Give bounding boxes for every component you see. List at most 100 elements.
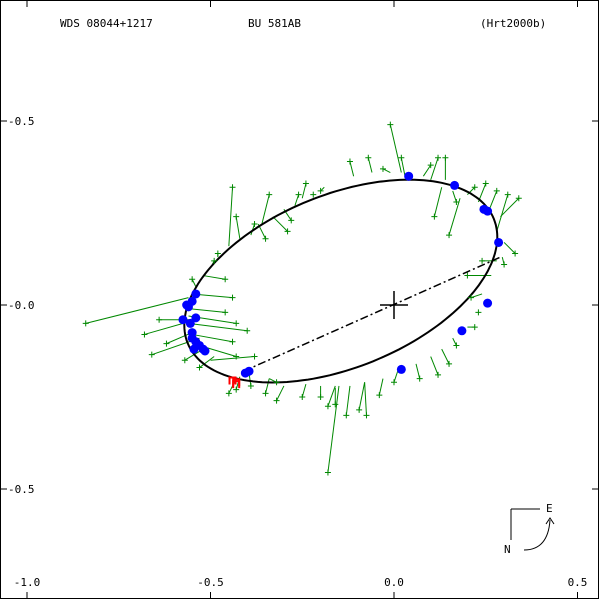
residual-line — [503, 242, 516, 254]
header-component: BU 581AB — [248, 17, 301, 30]
visual-observation-point — [416, 375, 423, 382]
residual-line — [364, 382, 367, 416]
visual-observation-point — [453, 342, 460, 349]
visual-observation-point — [295, 191, 302, 198]
visual-observation-point — [391, 379, 397, 386]
visual-observation-point — [515, 195, 522, 202]
visual-observation-point — [376, 392, 383, 399]
visual-observation-point — [431, 213, 438, 220]
visual-observation-point — [343, 412, 350, 419]
orbit — [183, 178, 501, 384]
visual-observation-point — [251, 221, 258, 228]
residual-line — [188, 322, 248, 332]
speckle-observation-point — [404, 171, 414, 181]
speckle-observation-point — [200, 346, 210, 356]
y-tick-label: -0.0 — [8, 299, 35, 312]
residual-lines — [85, 124, 520, 473]
visual-observation-point — [379, 165, 386, 172]
residual-line — [192, 333, 233, 343]
residual-line — [301, 183, 307, 199]
compass-east-label: E — [546, 502, 553, 515]
visual-observation-point — [317, 394, 324, 400]
visual-observation-point — [233, 320, 240, 327]
line-of-nodes — [243, 256, 501, 372]
visual-observation-point — [453, 198, 460, 205]
residual-line — [433, 187, 443, 217]
visual-observation-point — [482, 180, 489, 187]
visual-observation-point — [435, 154, 442, 161]
visual-observation-point — [82, 320, 89, 327]
visual-observation-point — [332, 401, 339, 408]
visual-observation-point — [365, 154, 372, 161]
residual-line — [496, 194, 509, 232]
primary-star-cross — [380, 291, 408, 319]
residual-line — [188, 308, 226, 313]
speckle-observation-point — [457, 326, 467, 336]
residual-line — [500, 197, 520, 218]
visual-observation-point — [446, 232, 453, 239]
visual-observation-point — [233, 386, 240, 393]
visual-observation-point — [222, 309, 229, 316]
residual-line — [358, 382, 366, 410]
visual-observation-point — [148, 351, 155, 358]
visual-observation-point — [211, 257, 218, 264]
visual-observation-point — [387, 121, 394, 128]
visual-observation-point — [273, 379, 280, 386]
speckle-observation-point — [189, 344, 199, 354]
compass-arrowhead — [545, 517, 555, 525]
y-tick-label: -0.5 — [8, 115, 35, 128]
visual-observation-point — [229, 338, 236, 345]
residual-line — [294, 194, 300, 206]
residual-line — [276, 385, 285, 401]
speckle-observation-point — [483, 206, 493, 216]
residual-line — [422, 164, 432, 177]
speckle-observation-point — [494, 237, 504, 247]
speckle-observation-point — [483, 298, 493, 308]
residual-line — [389, 124, 402, 173]
visual-observation-point — [501, 261, 508, 268]
residual-line — [265, 378, 270, 394]
residual-line — [261, 194, 270, 225]
micrometer-observation-point — [232, 378, 241, 387]
residual-line — [228, 187, 234, 247]
visual-observations — [82, 121, 522, 476]
residual-line — [382, 168, 391, 173]
visual-observation-point — [302, 180, 309, 187]
visual-observation-point — [464, 272, 471, 279]
visual-observation-point — [468, 294, 475, 301]
compass-north-arm — [510, 508, 540, 540]
header-wds-id: WDS 08044+1217 — [60, 17, 153, 30]
residual-line — [367, 157, 373, 173]
visual-observation-point — [493, 187, 500, 194]
residual-line — [415, 363, 421, 379]
speckle-observation-point — [178, 315, 188, 325]
visual-observation-point — [324, 403, 331, 410]
visual-observation-point — [479, 257, 486, 264]
residual-line — [320, 186, 325, 192]
speckle-observation-point — [191, 313, 201, 323]
residual-line — [166, 332, 193, 345]
residual-line — [448, 198, 461, 236]
residual-line — [210, 356, 255, 361]
residual-line — [85, 297, 189, 324]
residual-line — [349, 161, 355, 177]
compass-north-label: N — [504, 543, 511, 556]
visual-observation-point — [229, 294, 236, 301]
x-tick-label: -1.0 — [14, 576, 41, 589]
visual-observation-point — [262, 390, 269, 397]
y-tick-label: -0.5 — [8, 483, 35, 496]
compass-rose: E N — [504, 502, 555, 556]
residual-line — [488, 190, 498, 210]
residual-line — [203, 275, 226, 280]
residual-line — [393, 371, 399, 383]
visual-observation-point — [196, 364, 203, 371]
visual-observation-point — [284, 228, 291, 235]
visual-observation-point — [141, 331, 148, 338]
x-tick-label: -0.5 — [197, 576, 224, 589]
visual-observation-point — [427, 162, 434, 169]
visual-observation-point — [229, 184, 236, 191]
visual-observation-point — [251, 353, 258, 360]
